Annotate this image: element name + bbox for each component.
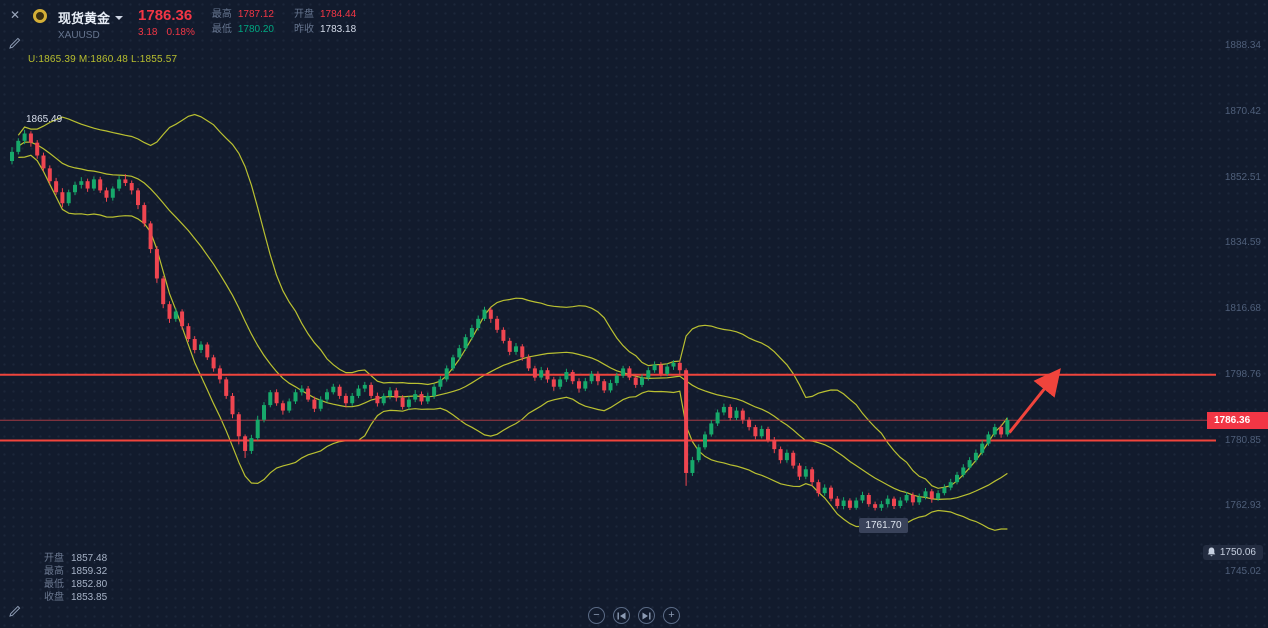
- stat-label: 昨收: [294, 24, 314, 35]
- chart-header: ✕ 现货黄金 XAUUSD 1786.36 3.18 0.18% 最高 1787…: [8, 8, 356, 41]
- draw-tool-icon[interactable]: [9, 36, 21, 54]
- bollinger-values: U:1865.39 M:1860.48 L:1855.57: [28, 54, 178, 65]
- symbol-name: 现货黄金: [58, 11, 111, 26]
- stat-label: 最高: [211, 9, 232, 20]
- pencil-icon[interactable]: [9, 604, 21, 622]
- ohlc-row-open: 开盘 1857.48: [44, 552, 107, 565]
- zoom-in-button[interactable]: +: [663, 607, 680, 624]
- stat-value: 1787.12: [237, 9, 274, 20]
- skip-forward-button[interactable]: [638, 607, 655, 624]
- y-axis-label: 1870.42: [1224, 105, 1261, 117]
- y-axis-label: 1745.02: [1224, 566, 1261, 577]
- ohlc-label: 收盘: [44, 592, 64, 603]
- y-axis: 1888.34 1870.42 1852.51 1834.59 1816.68 1798.…: [1214, 0, 1268, 628]
- alert-price-label: 1750.06: [1219, 546, 1256, 558]
- ohlc-row-high: 最高 1859.32: [44, 565, 107, 578]
- ohlc-row-close: 收盘 1853.85: [44, 591, 107, 604]
- zoom-out-button[interactable]: −: [588, 607, 605, 624]
- price-alert-badge[interactable]: 1750.06: [1202, 544, 1263, 560]
- ohlc-label: 开盘: [44, 553, 64, 564]
- stat-open: 开盘 1784.44: [294, 9, 356, 21]
- y-axis-label: 1888.34: [1224, 40, 1261, 51]
- stat-high: 最高 1787.12: [212, 9, 274, 21]
- daily-stats: 最高 1787.12 开盘 1784.44 最低 1780.20 昨收 1783…: [212, 9, 356, 36]
- current-price-badge: 1786.36: [1207, 412, 1268, 430]
- plus-icon: +: [668, 609, 675, 621]
- ohlc-row-low: 最低 1852.80: [44, 578, 107, 591]
- symbol-code: XAUUSD: [58, 30, 100, 41]
- ohlc-value: 1853.85: [71, 592, 108, 603]
- skip-back-button[interactable]: [613, 607, 630, 624]
- price-change: 3.18: [138, 27, 158, 38]
- low-price-label: 1761.70: [859, 517, 908, 533]
- y-axis-label: 1852.51: [1224, 171, 1261, 183]
- bell-icon: [1207, 547, 1216, 557]
- price-change-percent: 0.18%: [166, 27, 195, 38]
- skip-forward-icon: [642, 612, 651, 619]
- stat-value: 1784.44: [320, 9, 357, 20]
- stat-label: 开盘: [294, 9, 314, 20]
- stat-low: 最低 1780.20: [212, 24, 274, 36]
- chart-nav-controls: − +: [588, 607, 680, 624]
- hover-ohlc-panel: 开盘 1857.48 最高 1859.32 最低 1852.80 收盘 1853…: [44, 552, 107, 604]
- stat-label: 最低: [211, 24, 232, 35]
- symbol-block[interactable]: 现货黄金 XAUUSD: [58, 8, 124, 41]
- ohlc-value: 1852.80: [71, 579, 108, 590]
- ohlc-label: 最高: [44, 566, 64, 577]
- gold-coin-icon: [33, 9, 47, 23]
- stat-value: 1783.18: [320, 24, 357, 35]
- y-axis-label: 1834.59: [1224, 237, 1261, 249]
- close-icon[interactable]: ✕: [9, 8, 21, 22]
- swing-high-label: 1865.49: [26, 113, 63, 125]
- y-axis-label: 1798.76: [1224, 368, 1261, 380]
- last-price: 1786.36: [138, 7, 193, 24]
- stat-value: 1780.20: [237, 24, 274, 35]
- skip-back-icon: [617, 612, 626, 619]
- y-axis-label: 1816.68: [1224, 303, 1261, 314]
- minus-icon: −: [593, 609, 600, 621]
- price-block: 1786.36 3.18 0.18%: [138, 8, 195, 38]
- ohlc-value: 1857.48: [71, 553, 108, 564]
- ohlc-value: 1859.32: [71, 566, 108, 577]
- y-axis-label: 1762.93: [1224, 500, 1261, 512]
- stat-prev-close: 昨收 1783.18: [294, 24, 356, 36]
- ohlc-label: 最低: [44, 579, 64, 590]
- chevron-down-icon[interactable]: [115, 15, 124, 20]
- y-axis-label: 1780.85: [1224, 434, 1261, 446]
